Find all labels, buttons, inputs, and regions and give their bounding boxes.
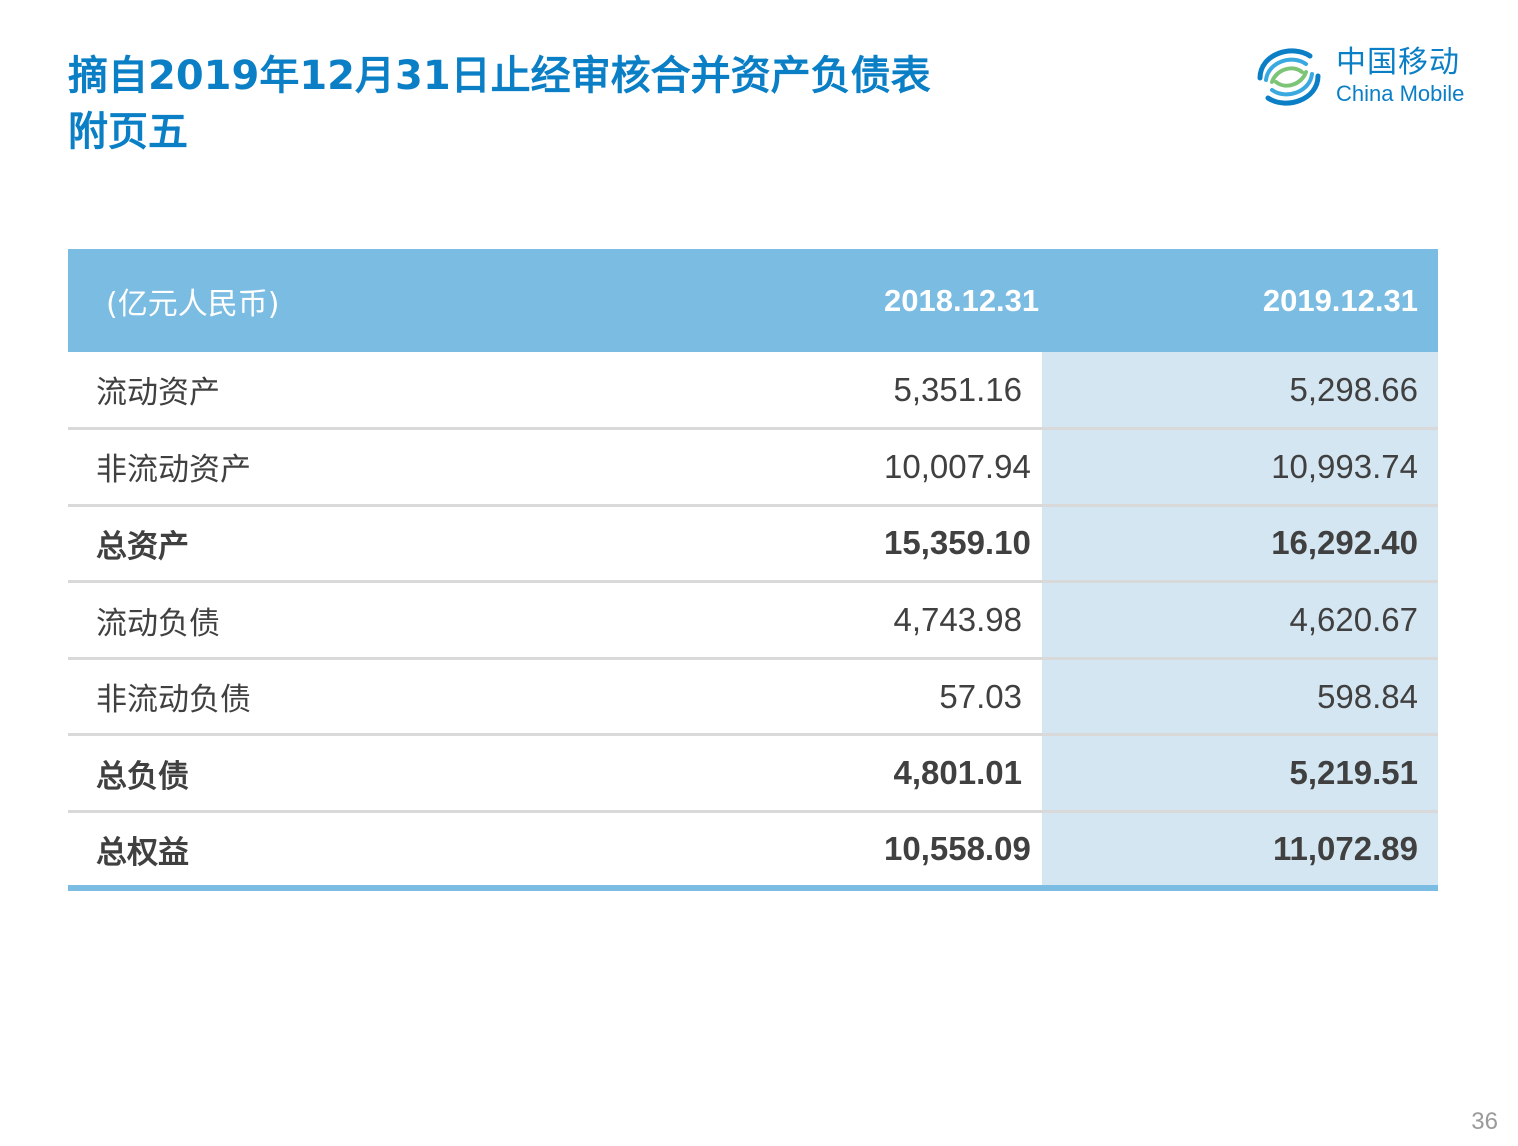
value-2018: 57.03: [939, 677, 1022, 715]
china-mobile-logo-icon: [1257, 48, 1321, 106]
table-row-total: 总资产 15,359.10 16,292.40: [68, 505, 1438, 582]
row-label: 流动资产: [96, 375, 220, 412]
row-label: 非流动资产: [96, 452, 251, 489]
value-2018: 10,007.94: [884, 447, 1031, 485]
page-title: 摘自2019年12月31日止经审核合并资产负债表 附页五: [68, 48, 931, 160]
logo-text-en: China Mobile: [1336, 81, 1465, 106]
row-label: 非流动负债: [96, 682, 251, 719]
column-header-2018: 2018.12.31: [884, 282, 1040, 318]
value-2018: 4,801.01: [893, 754, 1022, 792]
value-2019: 16,292.40: [1042, 505, 1438, 582]
value-2019: 598.84: [1042, 658, 1438, 735]
value-2018: 5,351.16: [893, 370, 1022, 408]
table-row: 非流动负债 57.03 598.84: [68, 658, 1438, 735]
value-2018: 15,359.10: [884, 524, 1031, 562]
table-header-row: (亿元人民币) 2018.12.31 2019.12.31: [68, 249, 1438, 352]
table-row: 流动资产 5,351.16 5,298.66: [68, 352, 1438, 429]
value-2019: 5,219.51: [1042, 734, 1438, 812]
table-row-total: 总权益 10,558.09 11,072.89: [68, 811, 1438, 889]
table-row: 流动负债 4,743.98 4,620.67: [68, 581, 1438, 659]
row-label: 总权益: [96, 834, 189, 871]
unit-label: (亿元人民币): [106, 286, 280, 322]
value-2019: 11,072.89: [1042, 811, 1438, 889]
value-2019: 5,298.66: [1042, 352, 1438, 429]
title-line-2: 附页五: [68, 109, 188, 155]
row-label: 总负债: [96, 758, 189, 795]
column-header-2019: 2019.12.31: [1262, 282, 1418, 318]
title-line-1: 摘自2019年12月31日止经审核合并资产负债表: [68, 53, 931, 99]
value-2019: 4,620.67: [1042, 581, 1438, 659]
logo-text-cn: 中国移动: [1336, 45, 1460, 80]
value-2019: 10,993.74: [1042, 428, 1438, 506]
china-mobile-logo: 中国移动 China Mobile: [1252, 40, 1482, 116]
row-label: 流动负债: [96, 605, 220, 642]
value-2018: 4,743.98: [893, 601, 1022, 639]
page-number: 36: [1471, 1108, 1498, 1135]
value-2018: 10,558.09: [884, 830, 1031, 868]
table-row-total: 总负债 4,801.01 5,219.51: [68, 734, 1438, 812]
table-row: 非流动资产 10,007.94 10,993.74: [68, 428, 1438, 506]
row-label: 总资产: [96, 528, 189, 565]
balance-sheet-table: (亿元人民币) 2018.12.31 2019.12.31 流动资产 5,351…: [68, 249, 1438, 891]
